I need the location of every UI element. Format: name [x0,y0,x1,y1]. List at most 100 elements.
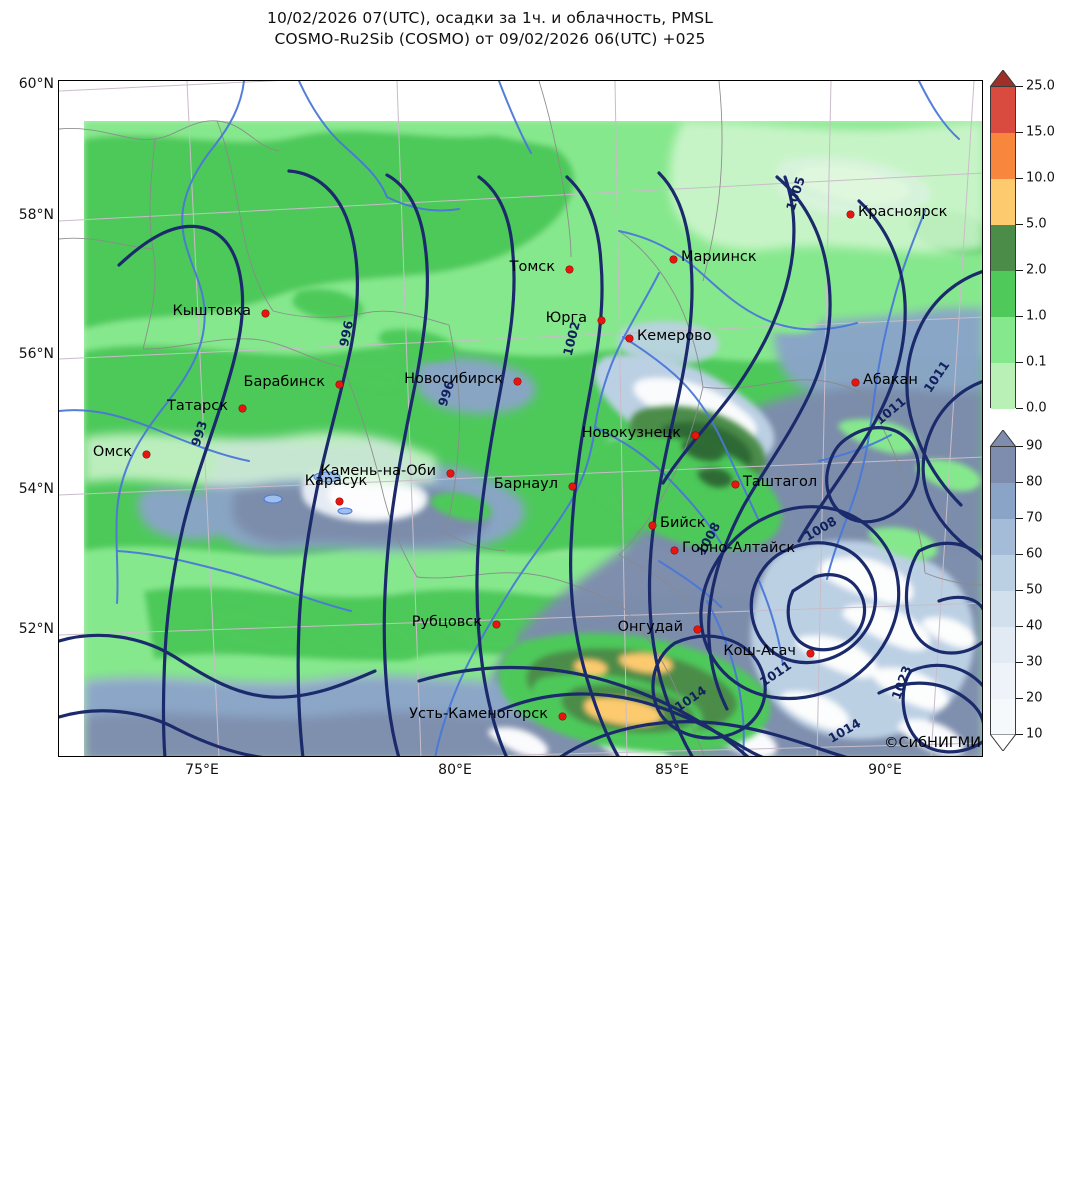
colorbar-tick-label: 15.0 [1026,124,1055,140]
city-dot-icon [569,483,576,490]
colorbar-tick [1016,86,1023,88]
title-line-2: COSMO-Ru2Sib (COSMO) от 09/02/2026 06(UT… [274,29,706,48]
lon-tick-1: 80°E [438,762,472,778]
city-label: Барабинск [243,374,326,390]
colorbar-segment [991,483,1015,519]
lon-tick-0: 75°E [185,762,219,778]
city-label: Онгудай [617,619,683,635]
colorbar-tick [1016,132,1023,134]
colorbar-tick [1016,662,1023,664]
city-dot-icon [852,379,859,386]
colorbar-segment [991,447,1015,483]
colorbar-tick [1016,734,1023,736]
colorbar-tick [1016,590,1023,592]
colorbar-tick [1016,446,1023,448]
colorbar-tick-label: 0.0 [1026,400,1047,416]
colorbar-segment [991,519,1015,555]
city-dot-icon [732,481,739,488]
colorbar-tick-label: 0.1 [1026,354,1047,370]
colorbar-segment [991,699,1015,735]
cloud-colorbar-arrow-top [988,429,1018,448]
colorbar-segment [991,271,1015,317]
city-label: Таштагол [743,474,818,490]
city-dot-icon [626,335,633,342]
city-label: Томск [509,259,555,275]
colorbar-tick-label: 25.0 [1026,78,1055,94]
city-dot-icon [336,381,343,388]
colorbar-segment [991,627,1015,663]
city-label: Барнаул [493,476,558,492]
colorbar-tick [1016,362,1023,364]
precip-colorbar-arrow-top [988,69,1018,88]
city-label: Новокузнецк [581,425,681,441]
colorbar-tick [1016,482,1023,484]
lat-tick-3: 54°N [18,481,54,497]
weather-map[interactable]: 993 996 996 1002 1005 1011 1011 1008 1008 1011 101… [58,80,983,757]
city-label: Рубцовск [411,614,482,630]
city-dot-icon [807,650,814,657]
title-line-1: 10/02/2026 07(UTC), осадки за 1ч. и обла… [267,9,713,27]
lat-tick-2: 56°N [18,346,54,362]
colorbar-tick-label: 90 [1026,438,1043,454]
city-dot-icon [598,317,605,324]
copyright-credit: ©СибНИГМИ [884,735,981,751]
city-dot-icon [694,626,701,633]
colorbar-tick-label: 1.0 [1026,308,1047,324]
page-title: 10/02/2026 07(UTC), осадки за 1ч. и обла… [0,8,980,50]
colorbar-tick [1016,698,1023,700]
colorbar-tick [1016,224,1023,226]
city-label: Усть-Каменогорск [409,706,548,722]
colorbar-segment [991,591,1015,627]
colorbar-tick-label: 70 [1026,510,1043,526]
colorbar-segment [991,363,1015,409]
city-label: Юрга [545,310,587,326]
colorbar-tick-label: 2.0 [1026,262,1047,278]
city-dot-icon [649,522,656,529]
cloud-colorbar-gradient [990,446,1016,735]
city-label: Красноярск [858,204,948,220]
colorbar-tick [1016,408,1023,410]
city-label: Кыштовка [172,303,251,319]
city-dot-icon [671,547,678,554]
lon-tick-3: 90°E [868,762,902,778]
lat-tick-1: 58°N [18,207,54,223]
lat-tick-0: 60°N [18,76,54,92]
city-dot-icon [670,256,677,263]
city-dot-icon [336,498,343,505]
city-label: Карасук [304,473,368,489]
lon-tick-2: 85°E [655,762,689,778]
city-label: Горно-Алтайск [682,540,796,556]
city-label: Новосибирск [404,371,503,387]
city-label: Омск [92,444,132,460]
precip-colorbar-gradient [990,86,1016,409]
colorbar-tick-label: 10 [1026,726,1043,742]
colorbar-segment [991,87,1015,133]
city-label: Кош-Агач [723,643,796,659]
colorbar-segment [991,225,1015,271]
lat-tick-4: 52°N [18,621,54,637]
city-dot-icon [566,266,573,273]
city-label: Бийск [660,515,706,531]
colorbar-segment [991,179,1015,225]
city-dot-icon [143,451,150,458]
city-dot-icon [493,621,500,628]
city-dot-icon [239,405,246,412]
city-dot-icon [847,211,854,218]
colorbar-tick-label: 30 [1026,654,1043,670]
colorbar-tick-label: 50 [1026,582,1043,598]
colorbar-tick-label: 20 [1026,690,1043,706]
colorbar-segment [991,555,1015,591]
city-label: Камень-на-Оби [320,463,436,479]
colorbar-tick-label: 60 [1026,546,1043,562]
city-label: Мариинск [681,249,757,265]
colorbar-segment [991,317,1015,363]
colorbar-tick [1016,626,1023,628]
colorbar-segment [991,133,1015,179]
colorbar-tick [1016,316,1023,318]
colorbar-tick-label: 80 [1026,474,1043,490]
colorbar-segment [991,663,1015,699]
city-dot-icon [514,378,521,385]
city-label: Кемерово [637,328,712,344]
colorbar-tick-label: 10.0 [1026,170,1055,186]
cloud-colorbar-arrow-bottom [988,733,1018,752]
